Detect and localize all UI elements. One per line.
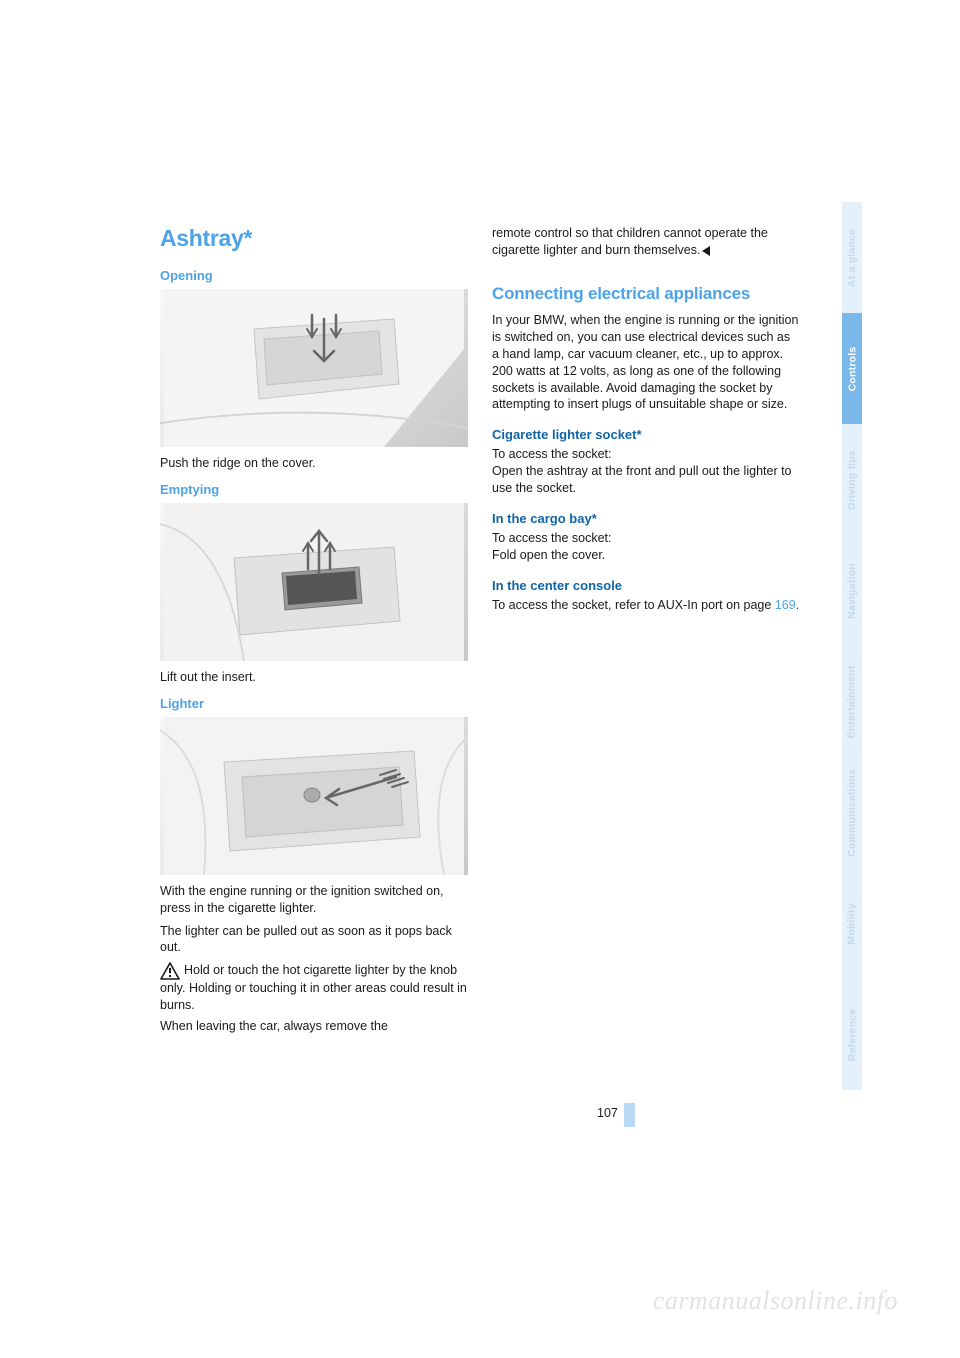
- figure-opening: [160, 289, 468, 447]
- s3-text-b: .: [796, 598, 799, 612]
- lighter-p1: With the engine running or the ignition …: [160, 883, 468, 917]
- lighter-p2: The lighter can be pulled out as soon as…: [160, 923, 468, 957]
- section-title-connecting: Connecting electrical appliances: [492, 283, 800, 304]
- end-mark-icon: [702, 246, 710, 256]
- side-tabs: At a glance Controls Driving tips Naviga…: [842, 202, 862, 1090]
- figure-lighter: [160, 717, 468, 875]
- figure-emptying: [160, 503, 468, 661]
- s3-p1: To access the socket, refer to AUX-In po…: [492, 597, 800, 614]
- caption-emptying: Lift out the insert.: [160, 669, 468, 686]
- tab-navigation[interactable]: Navigation: [842, 535, 862, 646]
- left-column: Ashtray* Opening Push the ridge on the c…: [160, 225, 468, 1035]
- heading-lighter: Lighter: [160, 696, 468, 711]
- tab-at-a-glance[interactable]: At a glance: [842, 202, 862, 313]
- page-number: 107: [597, 1106, 618, 1120]
- tab-reference[interactable]: Reference: [842, 979, 862, 1090]
- tab-mobility[interactable]: Mobility: [842, 868, 862, 979]
- page-content: Ashtray* Opening Push the ridge on the c…: [160, 225, 800, 1035]
- heading-cigarette-socket: Cigarette lighter socket*: [492, 427, 800, 442]
- tab-driving-tips[interactable]: Driving tips: [842, 424, 862, 535]
- heading-opening: Opening: [160, 268, 468, 283]
- heading-cargo-bay: In the cargo bay*: [492, 511, 800, 526]
- page-link[interactable]: 169: [775, 598, 796, 612]
- connecting-intro: In your BMW, when the engine is running …: [492, 312, 800, 413]
- right-column: remote control so that children cannot o…: [492, 225, 800, 1035]
- tab-communications[interactable]: Communications: [842, 757, 862, 868]
- s3-text-a: To access the socket, refer to AUX-In po…: [492, 598, 775, 612]
- continuation-span: remote control so that children cannot o…: [492, 226, 768, 257]
- tab-controls[interactable]: Controls: [842, 313, 862, 424]
- page-number-bar: [624, 1103, 635, 1127]
- watermark: carmanualsonline.info: [653, 1286, 898, 1316]
- heading-center-console: In the center console: [492, 578, 800, 593]
- s2-p2: Fold open the cover.: [492, 547, 800, 564]
- s1-p2: Open the ashtray at the front and pull o…: [492, 463, 800, 497]
- warning-block: Hold or touch the hot cigarette lighter …: [160, 962, 468, 1014]
- warning-text1: Hold or touch the hot cigarette lighter …: [160, 963, 467, 1012]
- heading-emptying: Emptying: [160, 482, 468, 497]
- continuation-text: remote control so that children cannot o…: [492, 225, 800, 259]
- s2-p1: To access the socket:: [492, 530, 800, 547]
- warning-icon: [160, 962, 180, 980]
- caption-opening: Push the ridge on the cover.: [160, 455, 468, 472]
- tab-entertainment[interactable]: Entertainment: [842, 646, 862, 757]
- section-title-ashtray: Ashtray*: [160, 225, 468, 252]
- warning-text2: When leaving the car, always remove the: [160, 1018, 468, 1035]
- s1-p1: To access the socket:: [492, 446, 800, 463]
